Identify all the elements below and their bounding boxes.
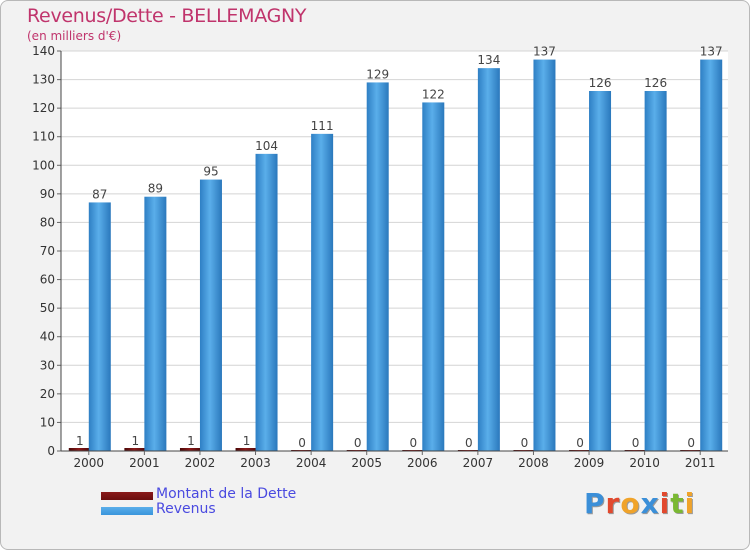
data-label-dette-2004: 0	[298, 436, 306, 450]
x-tick-label-2011: 2011	[685, 456, 716, 470]
y-tick-label: 120	[32, 101, 55, 115]
logo-letter: t	[670, 487, 685, 520]
data-label-revenus-2009: 126	[589, 76, 612, 90]
y-tick-label: 20	[40, 387, 55, 401]
data-label-revenus-2011: 137	[700, 45, 723, 59]
data-label-dette-2011: 0	[687, 436, 695, 450]
x-tick-label-2008: 2008	[518, 456, 549, 470]
y-tick-label: 40	[40, 330, 55, 344]
data-label-dette-2005: 0	[354, 436, 362, 450]
data-label-dette-2008: 0	[521, 436, 529, 450]
x-tick-label-2010: 2010	[629, 456, 660, 470]
logo-letter: r	[605, 487, 621, 520]
data-label-dette-2010: 0	[632, 436, 640, 450]
data-label-revenus-2003: 104	[255, 139, 278, 153]
bar-revenus-2001	[144, 196, 167, 451]
proxiti-logo: Proxiti	[584, 487, 695, 520]
bar-revenus-2007	[477, 68, 500, 452]
y-tick-label: 140	[32, 44, 55, 58]
logo-letter: P	[584, 487, 606, 520]
y-tick-label: 10	[40, 415, 55, 429]
x-tick-label-2000: 2000	[74, 456, 105, 470]
y-tick-label: 130	[32, 73, 55, 87]
y-tick-label: 70	[40, 244, 55, 258]
bar-revenus-2003	[255, 153, 278, 451]
data-label-dette-2000: 1	[76, 434, 84, 448]
data-label-dette-2001: 1	[132, 434, 140, 448]
data-label-dette-2009: 0	[576, 436, 584, 450]
data-label-revenus-2006: 122	[422, 87, 445, 101]
bar-revenus-2002	[199, 179, 222, 452]
legend-label-dette: Montant de la Dette	[156, 486, 297, 502]
y-tick-label: 110	[32, 130, 55, 144]
legend-label-revenus: Revenus	[156, 501, 216, 517]
data-label-revenus-2007: 134	[477, 53, 500, 67]
bar-revenus-2010	[644, 91, 667, 451]
bar-revenus-2008	[533, 59, 556, 451]
bar-dette-2003	[235, 448, 258, 451]
logo-letter: i	[659, 487, 671, 520]
y-tick-label: 80	[40, 215, 55, 229]
data-label-revenus-2000: 87	[92, 187, 107, 201]
data-label-revenus-2010: 126	[644, 76, 667, 90]
bar-revenus-2009	[589, 91, 612, 451]
x-tick-label-2009: 2009	[574, 456, 605, 470]
data-label-revenus-2001: 89	[148, 182, 163, 196]
data-label-dette-2007: 0	[465, 436, 473, 450]
bar-dette-2001	[124, 448, 147, 451]
legend-swatch-revenus	[101, 507, 153, 515]
bar-revenus-2004	[311, 133, 334, 451]
data-label-dette-2003: 1	[243, 434, 251, 448]
y-tick-label: 50	[40, 301, 55, 315]
y-tick-label: 60	[40, 273, 55, 287]
y-tick-label: 90	[40, 187, 55, 201]
data-label-revenus-2005: 129	[366, 67, 389, 81]
bar-dette-2002	[179, 448, 202, 451]
logo-letter: i	[684, 487, 696, 520]
y-tick-label: 30	[40, 358, 55, 372]
bar-revenus-2005	[366, 82, 389, 451]
data-label-revenus-2002: 95	[203, 165, 218, 179]
chart-title: Revenus/Dette - BELLEMAGNY	[27, 5, 307, 27]
bar-revenus-2000	[88, 202, 111, 451]
bar-revenus-2011	[700, 59, 723, 451]
data-label-revenus-2008: 137	[533, 45, 556, 59]
x-tick-label-2006: 2006	[407, 456, 438, 470]
x-tick-label-2005: 2005	[351, 456, 382, 470]
chart-subtitle: (en milliers d'€)	[27, 29, 122, 43]
bar-revenus-2006	[422, 102, 445, 451]
x-tick-label-2002: 2002	[185, 456, 216, 470]
data-label-dette-2006: 0	[409, 436, 417, 450]
bar-dette-2000	[68, 448, 91, 451]
x-tick-label-2004: 2004	[296, 456, 327, 470]
y-tick-label: 100	[32, 158, 55, 172]
y-tick-label: 0	[47, 444, 55, 458]
legend-swatch-dette	[101, 492, 153, 500]
x-tick-label-2003: 2003	[240, 456, 271, 470]
data-label-revenus-2004: 111	[311, 119, 334, 133]
x-tick-label-2001: 2001	[129, 456, 160, 470]
logo-letter: x	[640, 487, 660, 520]
data-label-dette-2002: 1	[187, 434, 195, 448]
x-tick-label-2007: 2007	[463, 456, 494, 470]
logo-letter: o	[620, 487, 641, 520]
